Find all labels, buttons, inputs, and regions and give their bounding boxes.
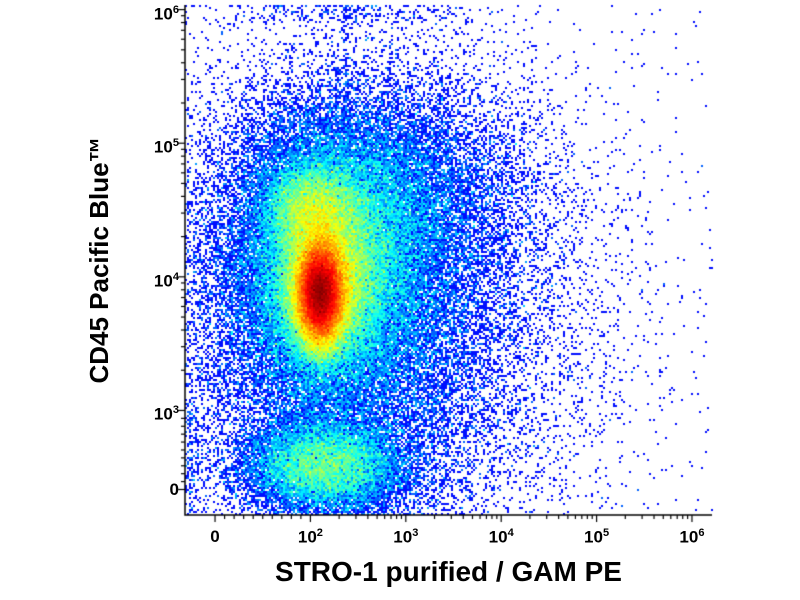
x-tick-label: 105 bbox=[584, 527, 610, 547]
y-axis-title: CD45 Pacific Blue™ bbox=[84, 136, 114, 384]
y-tick-label: 106 bbox=[153, 3, 179, 24]
y-tick-label: 105 bbox=[153, 137, 179, 157]
y-tick-label: 103 bbox=[153, 404, 179, 425]
x-tick-label: 104 bbox=[488, 527, 514, 547]
x-axis-title: STRO-1 purified / GAM PE bbox=[275, 556, 622, 587]
x-tick-label: 103 bbox=[393, 527, 419, 547]
x-tick-label: 0 bbox=[210, 527, 220, 546]
x-tick-label: 102 bbox=[297, 527, 323, 547]
x-tick-label: 106 bbox=[679, 527, 705, 547]
y-tick-label: 104 bbox=[153, 270, 179, 291]
y-tick-label: 0 bbox=[169, 479, 179, 499]
